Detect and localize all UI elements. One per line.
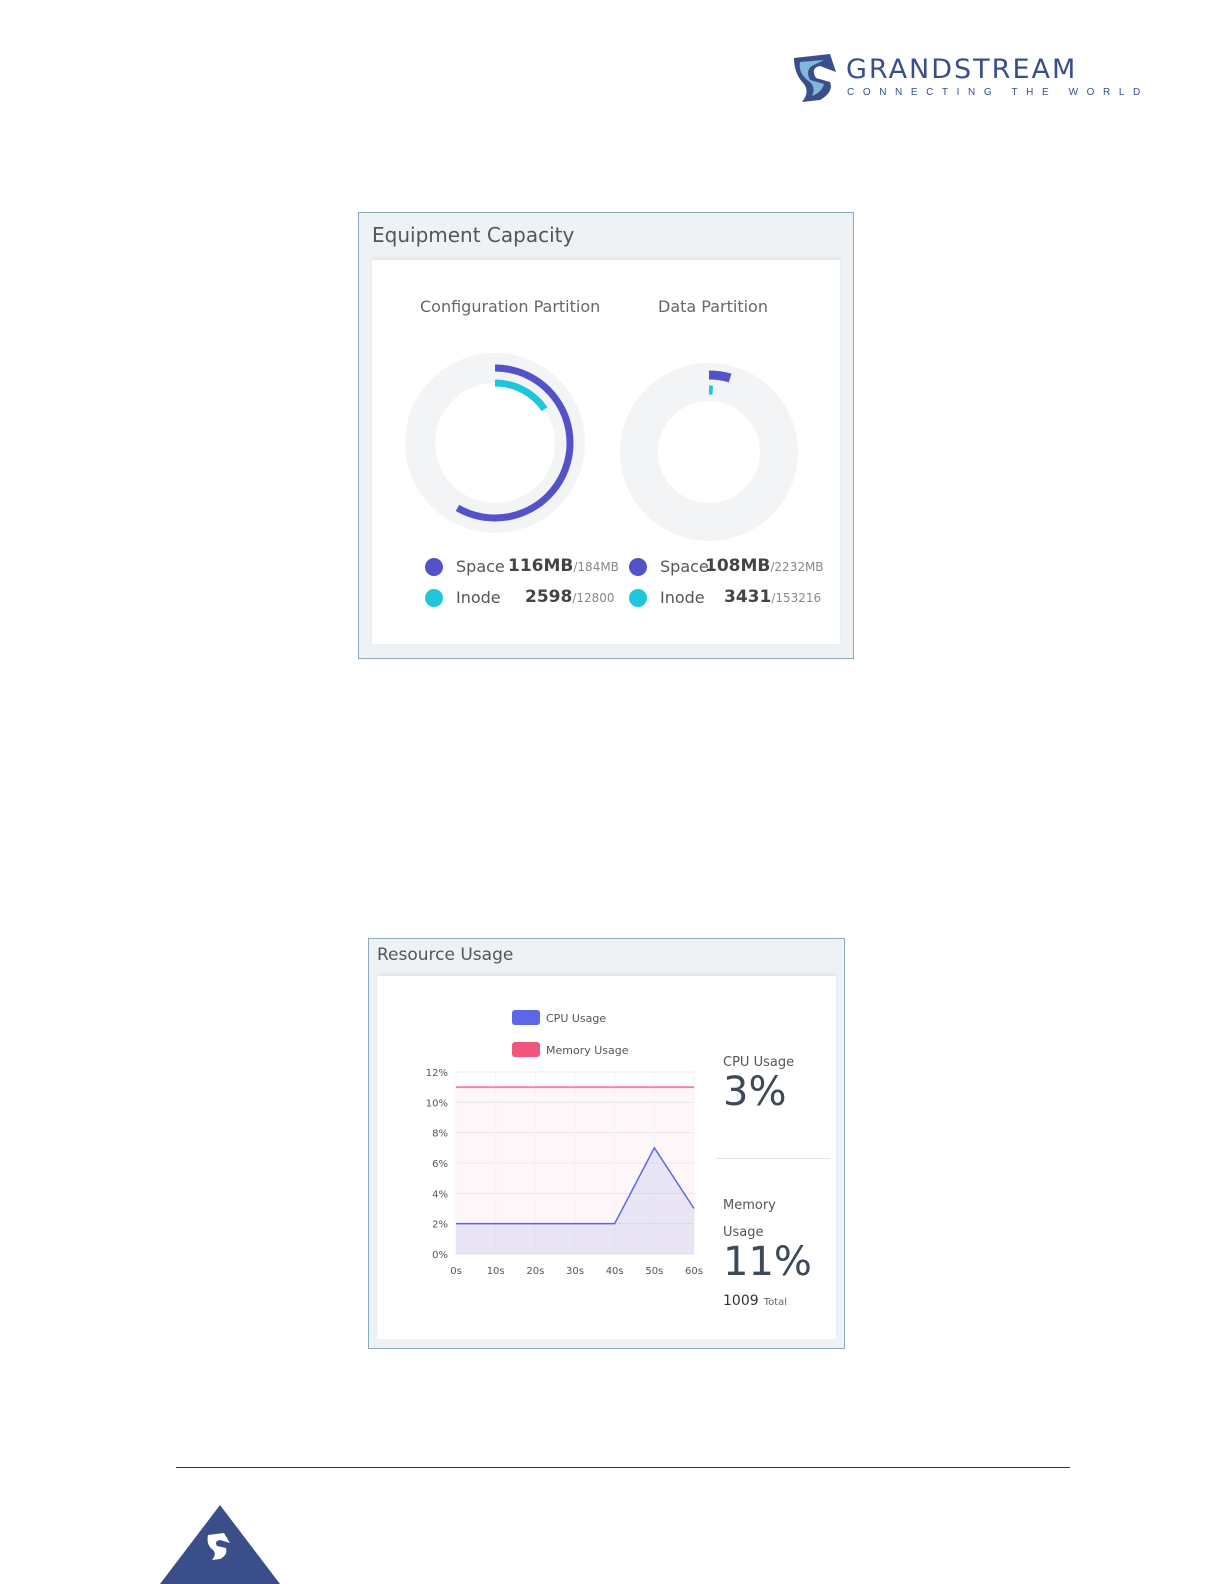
panel-body: 0% 2% 4% 6% 8% 10% 12% 0s 10s 20s 30s 40s 50s 60s CPU …	[377, 976, 836, 1339]
config-inode-legend: Inode 2598/12800	[425, 587, 615, 611]
config-space-arc	[455, 364, 574, 522]
config-space-legend: Space 116MB/184MB	[425, 556, 619, 580]
space-used: 116MB	[508, 556, 574, 576]
inode-label: Inode	[456, 588, 501, 607]
memory-usage-label-line2: Usage	[723, 1225, 764, 1240]
x-tick-label: 60s	[685, 1266, 703, 1277]
x-tick-label: 40s	[606, 1266, 624, 1277]
memory-usage-value: 11%	[723, 1239, 812, 1285]
y-tick-label: 10%	[426, 1098, 448, 1109]
stats-divider	[716, 1158, 830, 1159]
cpu-usage-label: CPU Usage	[723, 1055, 795, 1070]
data-space-arc	[708, 370, 732, 383]
memory-total-label: Total	[763, 1297, 788, 1308]
inode-total: /12800	[572, 591, 615, 605]
panel-title: Resource Usage	[377, 945, 514, 965]
space-used: 108MB	[705, 556, 771, 576]
legend-swatch	[512, 1010, 540, 1025]
footer-rule	[176, 1467, 1070, 1468]
y-tick-label: 12%	[426, 1068, 448, 1079]
equipment-capacity-panel: Equipment Capacity Configuration Partiti…	[358, 212, 854, 659]
y-tick-label: 4%	[432, 1189, 448, 1200]
grandstream-logo: GRANDSTREAM CONNECTING THE WORLD	[790, 52, 1140, 108]
logo-tagline: CONNECTING THE WORLD	[847, 87, 1149, 98]
cpu-usage-line	[456, 1146, 695, 1225]
x-tick-label: 0s	[450, 1266, 462, 1277]
memory-usage-label-line1: Memory	[723, 1198, 776, 1213]
y-tick-label: 0%	[432, 1250, 448, 1261]
data-inode-legend: Inode 3431/153216	[629, 587, 829, 611]
legend-swatch	[512, 1042, 540, 1057]
logo-wordmark: GRANDSTREAM	[846, 54, 1078, 85]
space-label: Space	[660, 557, 709, 576]
y-tick-label: 2%	[432, 1220, 448, 1231]
configuration-partition-title: Configuration Partition	[420, 297, 601, 316]
memory-total: 1009 Total	[723, 1290, 787, 1309]
footer-logo-icon	[160, 1505, 280, 1584]
grandstream-logo-icon	[794, 54, 836, 102]
cpu-area	[456, 1147, 694, 1254]
space-dot	[425, 558, 443, 576]
inode-used: 3431	[724, 587, 772, 607]
y-tick-label: 8%	[432, 1129, 448, 1140]
data-partition-title: Data Partition	[658, 297, 768, 316]
space-total: /184MB	[573, 560, 619, 574]
inode-dot	[629, 589, 647, 607]
inode-dot	[425, 589, 443, 607]
legend-label: Memory Usage	[546, 1044, 629, 1057]
configuration-partition-donut	[405, 353, 585, 533]
space-label: Space	[456, 557, 505, 576]
data-space-legend: Space 108MB/2232MB	[629, 556, 829, 580]
y-tick-label: 6%	[432, 1159, 448, 1170]
inode-value: 3431/153216	[724, 587, 821, 607]
inode-value: 2598/12800	[525, 587, 615, 607]
space-total: /2232MB	[770, 560, 824, 574]
space-value: 108MB/2232MB	[705, 556, 824, 576]
data-partition-donut	[620, 363, 798, 541]
x-tick-label: 30s	[566, 1266, 584, 1277]
inode-label: Inode	[660, 588, 705, 607]
inode-total: /153216	[771, 591, 822, 605]
inode-used: 2598	[525, 587, 573, 607]
x-tick-label: 10s	[487, 1266, 505, 1277]
config-inode-arc	[494, 379, 548, 412]
resource-usage-chart: 0% 2% 4% 6% 8% 10% 12% 0s 10s 20s 30s 40s 50s 60s CPU …	[426, 1010, 703, 1277]
space-dot	[629, 558, 647, 576]
cpu-usage-value: 3%	[723, 1069, 787, 1115]
resource-usage-panel: Resource Usage 0% 2% 4% 6% 8% 10% 12% 0s 10s 20s 3…	[368, 938, 845, 1349]
x-tick-label: 50s	[645, 1266, 663, 1277]
panel-body: Configuration Partition Data Partition S…	[372, 260, 840, 644]
panel-title: Equipment Capacity	[372, 223, 575, 247]
x-tick-label: 20s	[526, 1266, 544, 1277]
memory-total-value: 1009	[723, 1293, 759, 1309]
legend-label: CPU Usage	[546, 1012, 606, 1025]
space-value: 116MB/184MB	[508, 556, 619, 576]
